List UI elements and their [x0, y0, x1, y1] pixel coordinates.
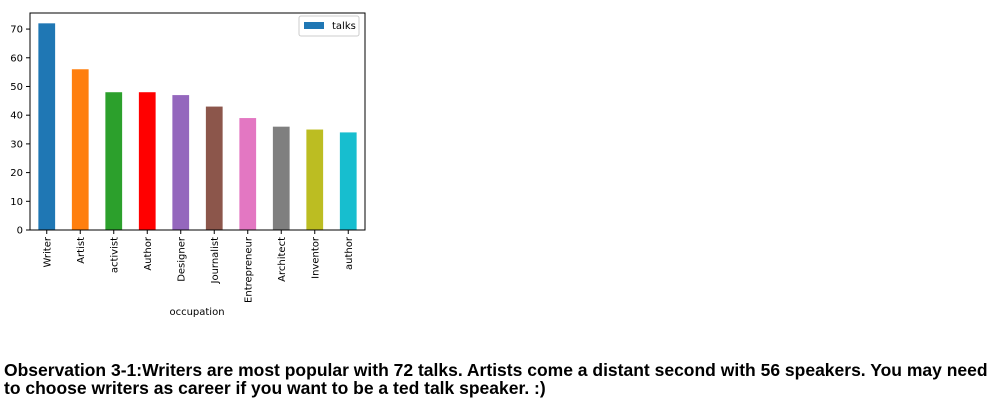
- bar-writer: [38, 23, 56, 231]
- x-tick-label: Architect: [277, 237, 288, 282]
- bars: [38, 23, 357, 231]
- bar-designer: [172, 95, 190, 230]
- x-tick-label: Journalist: [210, 237, 221, 285]
- bar-inventor: [306, 129, 324, 230]
- legend: talks: [298, 15, 360, 37]
- bar-artist: [71, 69, 89, 230]
- y-tick-label: 0: [17, 226, 23, 237]
- bar-activist: [105, 92, 123, 230]
- y-tick-label: 50: [10, 82, 23, 93]
- x-tick-label: Designer: [176, 236, 187, 282]
- x-tick-label: author: [344, 236, 355, 270]
- y-tick-label: 70: [10, 25, 23, 36]
- y-tick-label: 10: [10, 197, 23, 208]
- bar-entrepreneur: [239, 118, 257, 230]
- x-tick-label: Entrepreneur: [243, 236, 254, 303]
- x-tick-label: Writer: [42, 236, 53, 267]
- bar-author: [138, 92, 156, 230]
- legend-label: talks: [332, 21, 356, 32]
- plot-frame: [29, 12, 366, 231]
- x-tick-label: Inventor: [310, 236, 321, 279]
- x-axis-ticks: Writer Artist activist Author Designer Journa…: [42, 230, 355, 303]
- y-axis-ticks: 0 10 20 30 40 50 60 70: [10, 25, 30, 237]
- y-tick-label: 30: [10, 139, 23, 150]
- x-axis-label: occupation: [169, 307, 224, 318]
- y-tick-label: 20: [10, 168, 23, 179]
- x-tick-label: Author: [143, 236, 154, 271]
- y-tick-label: 60: [10, 53, 23, 64]
- x-tick-label: activist: [109, 237, 120, 273]
- legend-box: [298, 15, 360, 37]
- observation-text: Observation 3-1:Writers are most popular…: [4, 360, 988, 398]
- bar-chart: 0 10 20 30 40 50 60 70 Writer Artist activist Auth…: [10, 12, 366, 318]
- bar-architect: [272, 126, 290, 230]
- bar-journalist: [205, 106, 223, 230]
- y-tick-label: 40: [10, 111, 23, 122]
- legend-swatch: [304, 22, 324, 29]
- bar-author: [339, 132, 357, 230]
- x-tick-label: Artist: [76, 237, 87, 264]
